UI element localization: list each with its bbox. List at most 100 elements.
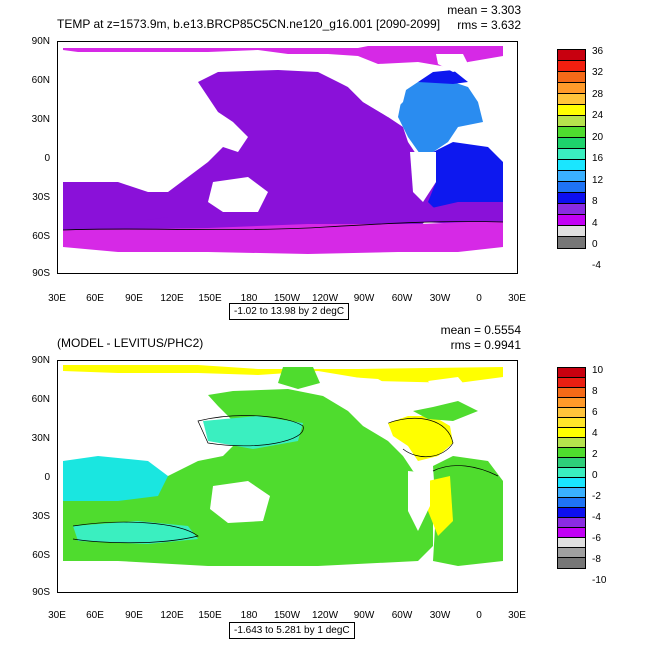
ytick-label: 90S	[32, 268, 50, 279]
colorbar-swatch	[558, 428, 585, 438]
eurasia-land	[68, 375, 203, 409]
south-america-land	[410, 152, 436, 202]
colorbar-swatch	[558, 388, 585, 398]
australia-land	[210, 481, 270, 523]
colorbar-swatch	[558, 448, 585, 458]
xtick-label: 30E	[508, 610, 526, 621]
colorbar-label: 0	[592, 470, 598, 481]
colorbar-swatch	[558, 116, 585, 127]
colorbar-swatch	[558, 478, 585, 488]
xtick-label: 60E	[86, 293, 104, 304]
ytick-label: 30S	[32, 192, 50, 203]
africa-land	[58, 87, 68, 177]
ytick-label: 60S	[32, 231, 50, 242]
colorbar-label: 6	[592, 407, 598, 418]
colorbar-swatch	[558, 378, 585, 388]
colorbar-swatch	[558, 149, 585, 160]
colorbar	[557, 367, 586, 569]
ytick-label: 30N	[31, 114, 50, 125]
south-atlantic-yellow	[428, 476, 453, 536]
colorbar-swatch	[558, 138, 585, 149]
greenland-land	[436, 54, 470, 72]
greenland-land	[428, 377, 468, 396]
colorbar-swatch	[558, 548, 585, 558]
colorbar-label: 32	[592, 67, 604, 78]
indian-west-region	[63, 182, 168, 232]
contour-line	[72, 521, 199, 544]
colorbar-swatch	[558, 408, 585, 418]
colorbar-label: 4	[592, 218, 598, 229]
colorbar-label: 36	[592, 46, 604, 57]
colorbar-label: 2	[592, 449, 598, 460]
australia-land	[208, 177, 268, 212]
ytick-label: 0	[44, 153, 50, 164]
southern-ocean-region	[63, 222, 503, 254]
ytick-label: 60N	[31, 394, 50, 405]
colorbar-swatch	[558, 398, 585, 408]
colorbar-label: -4	[592, 512, 601, 523]
pacific-indian-region	[63, 389, 433, 566]
south-atlantic-region	[428, 142, 503, 212]
ytick-label: 90N	[31, 36, 50, 47]
africa-land	[58, 406, 70, 461]
xtick-label: 60E	[86, 610, 104, 621]
colorbar-swatch	[558, 182, 585, 193]
top-panel: mean = 3.303 rms = 3.632 TEMP at z=1573.…	[0, 0, 647, 323]
north-atlantic-region	[398, 80, 483, 154]
colorbar-swatch	[558, 215, 585, 226]
colorbar-swatch	[558, 160, 585, 171]
mean-label: mean = 3.303	[447, 3, 521, 17]
ytick-label: 90S	[32, 587, 50, 598]
contour-line	[197, 415, 304, 447]
plot-title: TEMP at z=1573.9m, b.e13.BRCP85C5CN.ne12…	[57, 17, 441, 31]
colorbar-label: 12	[592, 175, 604, 186]
contour-info-label: -1.02 to 13.98 by 2 degC	[229, 303, 350, 320]
ytick-label: 90N	[31, 355, 50, 366]
xtick-label: 60W	[391, 610, 413, 621]
colorbar-swatch	[558, 50, 585, 61]
colorbar-swatch	[558, 105, 585, 116]
xtick-label: 0	[476, 293, 482, 304]
colorbar-label: 0	[592, 239, 598, 250]
colorbar-swatch	[558, 498, 585, 508]
colorbar-label: 24	[592, 110, 604, 121]
xtick-label: 150W	[273, 293, 301, 304]
north-america-land	[320, 375, 408, 423]
colorbar-swatch	[558, 127, 585, 138]
rms-label: rms = 0.9941	[450, 338, 521, 352]
pacific-cyan-patch	[203, 416, 303, 449]
colorbar-label: 8	[592, 386, 598, 397]
xtick-label: 30W	[429, 293, 451, 304]
colorbar-label: 10	[592, 365, 604, 376]
colorbar-swatch	[558, 94, 585, 105]
contour-line	[432, 465, 499, 477]
north-america-land	[320, 62, 408, 117]
map-plot	[57, 360, 518, 593]
colorbar-label: 20	[592, 132, 604, 143]
colorbar-swatch	[558, 72, 585, 83]
xtick-label: 180	[240, 293, 258, 304]
bottom-panel: mean = 0.5554 rms = 0.9941 (MODEL - LEVI…	[0, 324, 647, 647]
xtick-label: 90W	[353, 610, 375, 621]
xtick-label: 150E	[198, 610, 222, 621]
eurasia-land	[68, 54, 203, 97]
xtick-label: 30E	[48, 293, 66, 304]
colorbar-swatch	[558, 171, 585, 182]
south-pacific-cyan-patch	[73, 521, 198, 544]
colorbar-label: -2	[592, 491, 601, 502]
north-atlantic-region	[388, 416, 453, 461]
colorbar-label: 4	[592, 428, 598, 439]
colorbar-swatch	[558, 488, 585, 498]
colorbar-label: 8	[592, 196, 598, 207]
antarctica-land	[58, 566, 517, 592]
ytick-label: 30S	[32, 511, 50, 522]
ytick-label: 0	[44, 472, 50, 483]
xtick-label: 0	[476, 610, 482, 621]
colorbar-swatch	[558, 193, 585, 204]
colorbar-swatch	[558, 368, 585, 378]
xtick-label: 90E	[125, 610, 143, 621]
xtick-label: 30E	[508, 293, 526, 304]
colorbar-swatch	[558, 508, 585, 518]
xtick-label: 90E	[125, 293, 143, 304]
colorbar-swatch	[558, 61, 585, 72]
